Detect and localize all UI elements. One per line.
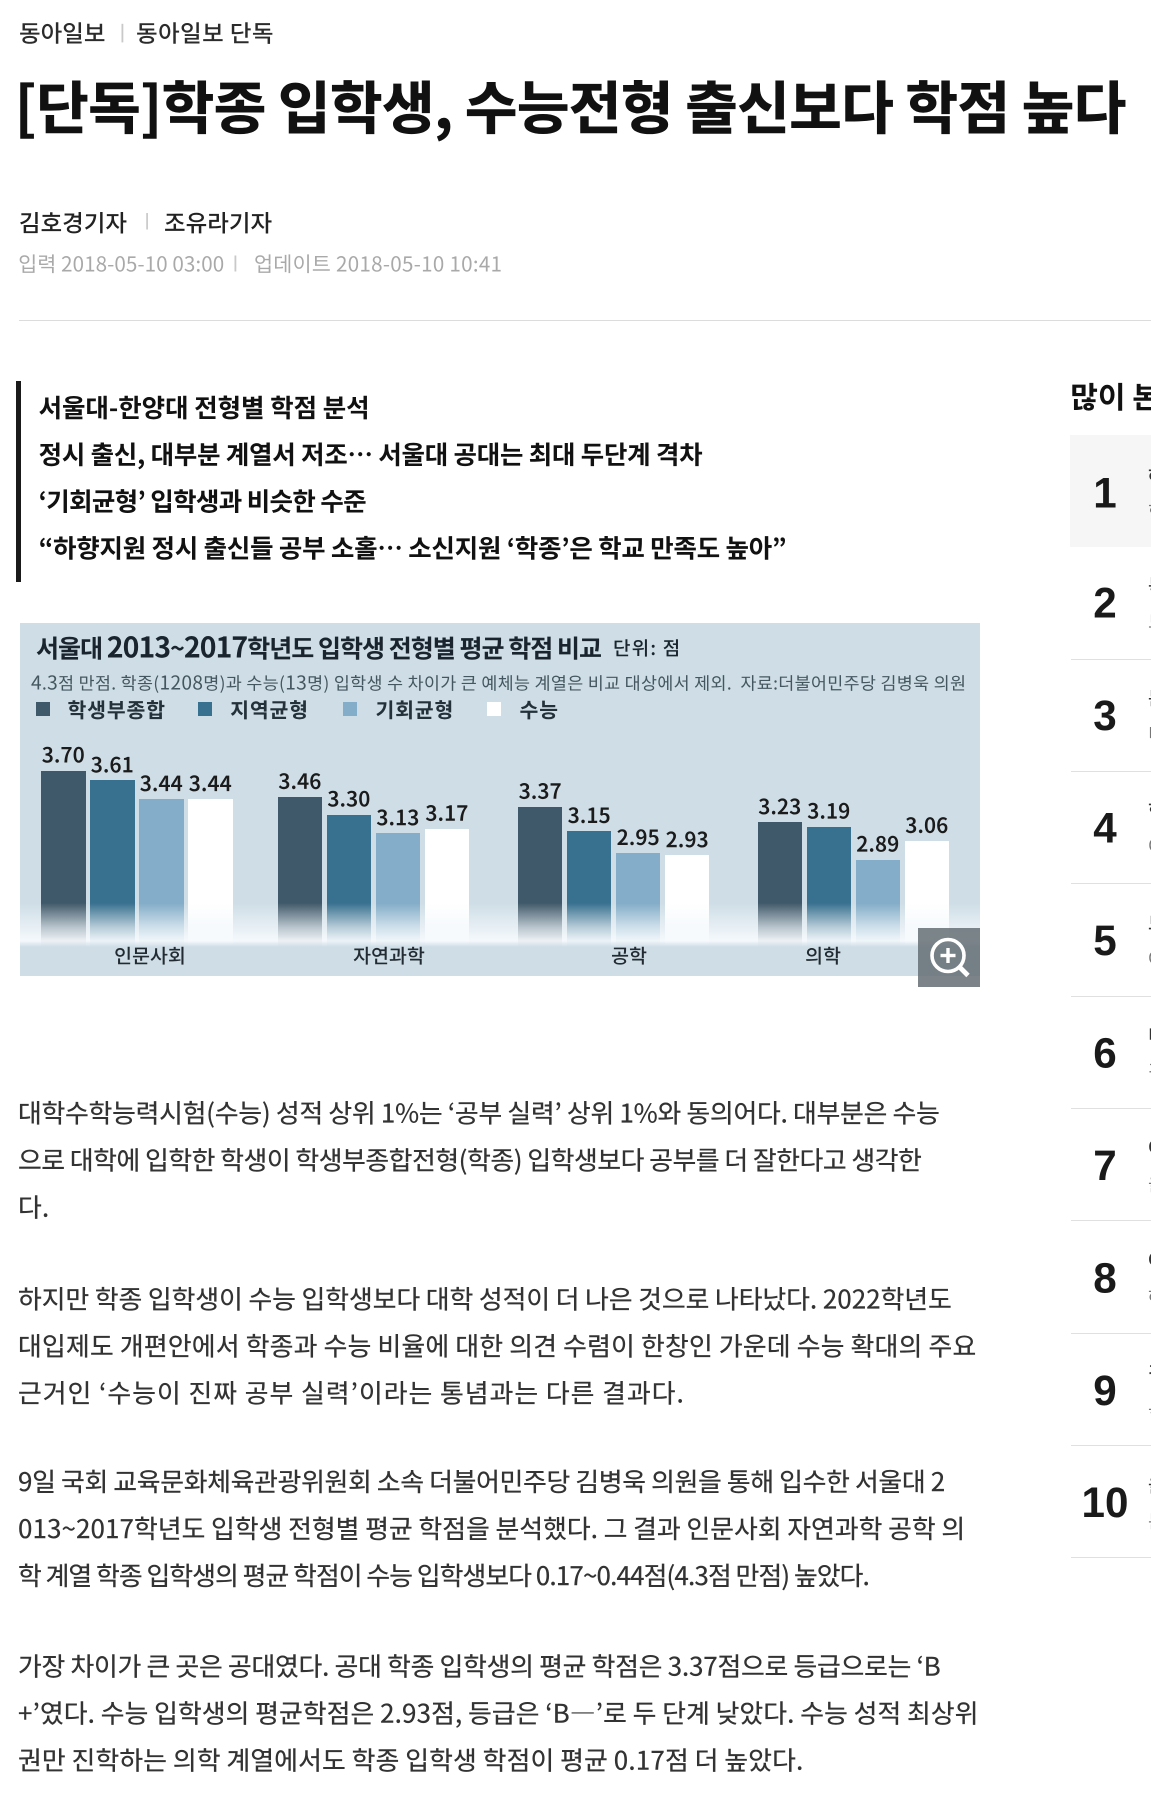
svg-text:3: 3 (1093, 692, 1116, 739)
svg-text:9: 9 (1093, 1367, 1116, 1414)
svg-text:4: 4 (1093, 805, 1117, 852)
svg-text:2: 2 (1093, 580, 1116, 627)
svg-text:5: 5 (1093, 917, 1116, 964)
svg-text:1: 1 (1093, 470, 1116, 517)
svg-text:7: 7 (1093, 1142, 1116, 1189)
svg-text:8: 8 (1093, 1255, 1116, 1302)
svg-text:6: 6 (1093, 1030, 1116, 1077)
svg-text:10: 10 (1082, 1479, 1129, 1526)
